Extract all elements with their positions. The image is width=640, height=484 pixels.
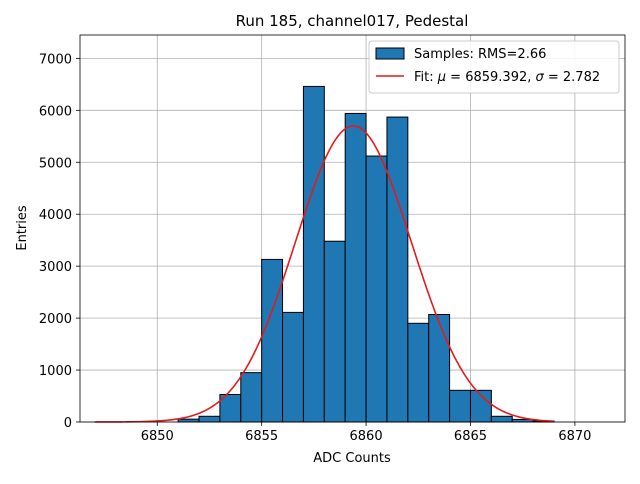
histogram-bar [365, 155, 388, 423]
plot-frame [79, 34, 626, 423]
y-tick-label: 3000 [39, 260, 72, 275]
chart-title: Run 185, channel017, Pedestal [236, 12, 469, 30]
histogram-bar [407, 322, 430, 423]
histogram-bar [428, 313, 451, 423]
legend: Samples: RMS=2.66 Fit: μ = 6859.392, σ =… [368, 40, 620, 94]
legend-fit-end: = 2.782 [544, 70, 600, 85]
y-tick-label: 2000 [39, 312, 72, 327]
histogram-bar [449, 389, 471, 423]
histogram-bar [302, 85, 325, 423]
histogram-bar [386, 116, 409, 423]
y-tick-label: 0 [64, 416, 72, 431]
legend-fit-prefix: Fit: [414, 70, 438, 85]
legend-fit-label: Fit: μ = 6859.392, σ = 2.782 [414, 70, 600, 85]
x-tick-label: 6870 [558, 429, 591, 444]
legend-fit-mid: = 6859.392, [446, 70, 535, 85]
y-tick-label: 4000 [39, 208, 72, 223]
legend-box [368, 40, 620, 94]
fit-curve [94, 125, 555, 423]
histogram-bar [177, 418, 200, 423]
histogram-bar [490, 415, 513, 423]
legend-fit-mu-symbol: μ [437, 70, 446, 85]
legend-fit-sigma-symbol: σ [536, 70, 545, 85]
y-tick-label: 6000 [39, 104, 72, 119]
x-tick-label: 6855 [245, 429, 278, 444]
x-axis-ticks: 6850 6855 6860 6865 6870 [141, 422, 591, 444]
x-axis-label: ADC Counts [313, 451, 391, 466]
x-tick-label: 6860 [350, 429, 383, 444]
legend-histogram-label: Samples: RMS=2.66 [414, 47, 546, 62]
fit-curve-layer [94, 125, 555, 423]
histogram-bar [261, 258, 284, 423]
y-tick-label: 5000 [39, 156, 72, 171]
histogram-bars [177, 85, 555, 423]
y-axis-ticks: 0 1000 2000 3000 4000 5000 6000 7000 [39, 52, 80, 431]
y-tick-label: 1000 [39, 364, 72, 379]
legend-histogram-swatch [375, 47, 405, 60]
x-tick-label: 6865 [454, 429, 487, 444]
histogram-bar [323, 240, 346, 423]
y-axis-label: Entries [15, 205, 30, 251]
histogram-bar [282, 311, 304, 423]
y-tick-label: 7000 [39, 52, 72, 67]
histogram-bar [240, 372, 263, 423]
x-tick-label: 6850 [141, 429, 174, 444]
histogram-bar [198, 415, 221, 423]
histogram-bar [344, 112, 367, 423]
